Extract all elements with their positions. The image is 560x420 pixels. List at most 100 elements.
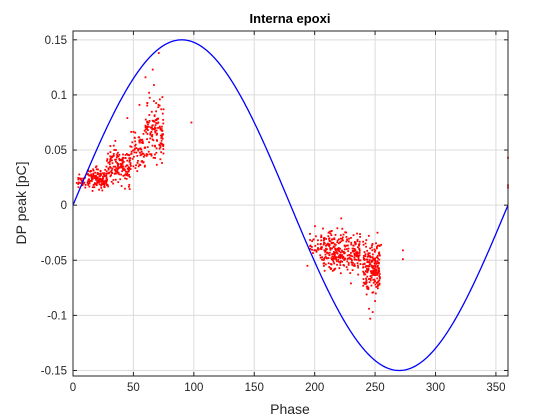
scatter-point bbox=[324, 256, 327, 258]
scatter-point bbox=[367, 286, 370, 289]
scatter-point bbox=[376, 277, 379, 280]
scatter-point bbox=[331, 253, 334, 256]
scatter-point bbox=[357, 258, 360, 261]
scatter-point bbox=[116, 170, 119, 173]
scatter-point bbox=[353, 241, 356, 244]
scatter-point bbox=[150, 153, 153, 156]
scatter-point bbox=[324, 263, 327, 266]
scatter-point bbox=[92, 169, 95, 172]
scatter-point bbox=[333, 269, 336, 271]
scatter-point bbox=[378, 267, 380, 270]
scatter-point bbox=[332, 256, 335, 258]
scatter-point bbox=[331, 255, 334, 258]
scatter-point bbox=[375, 262, 378, 265]
scatter-point bbox=[322, 227, 324, 230]
scatter-point bbox=[121, 170, 123, 173]
scatter-point bbox=[91, 177, 93, 180]
scatter-point bbox=[338, 267, 341, 270]
scatter-point bbox=[130, 150, 133, 153]
scatter-point bbox=[114, 170, 117, 173]
scatter-point bbox=[90, 175, 93, 178]
scatter-point bbox=[357, 257, 360, 260]
scatter-point bbox=[348, 237, 350, 240]
y-tick-label: -0.05 bbox=[41, 255, 67, 267]
scatter-point bbox=[315, 249, 318, 252]
scatter-point bbox=[377, 280, 380, 283]
scatter-point bbox=[365, 293, 368, 296]
scatter-point bbox=[77, 183, 80, 185]
scatter-point bbox=[326, 243, 328, 246]
scatter-point bbox=[378, 270, 381, 273]
scatter-point bbox=[135, 151, 138, 154]
scatter-point bbox=[114, 158, 116, 161]
scatter-point bbox=[355, 252, 357, 254]
scatter-point bbox=[345, 240, 348, 243]
scatter-point bbox=[148, 96, 151, 99]
scatter-point bbox=[365, 282, 367, 285]
scatter-point bbox=[140, 153, 143, 156]
scatter-point bbox=[146, 102, 149, 104]
scatter-point bbox=[161, 137, 164, 140]
scatter-point bbox=[124, 157, 127, 159]
scatter-point bbox=[129, 168, 132, 170]
scatter-point bbox=[365, 239, 368, 241]
scatter-point bbox=[327, 231, 330, 234]
scatter-point bbox=[317, 239, 319, 242]
scatter-point bbox=[320, 247, 322, 249]
scatter-point bbox=[114, 168, 117, 171]
scatter-point bbox=[364, 258, 366, 261]
scatter-point bbox=[155, 129, 158, 132]
scatter-point bbox=[83, 181, 86, 184]
scatter-point bbox=[366, 270, 369, 272]
scatter-point bbox=[105, 172, 108, 175]
scatter-point bbox=[328, 251, 331, 254]
scatter-point bbox=[154, 119, 157, 121]
scatter-point bbox=[328, 237, 330, 240]
scatter-point bbox=[116, 154, 119, 157]
scatter-point bbox=[376, 281, 379, 284]
scatter-point bbox=[321, 246, 323, 249]
scatter-point bbox=[88, 180, 91, 183]
scatter-point bbox=[120, 173, 122, 176]
scatter-point bbox=[341, 254, 343, 256]
scatter-point bbox=[157, 52, 160, 54]
scatter-point bbox=[132, 165, 135, 168]
scatter-point bbox=[374, 300, 376, 302]
scatter-point bbox=[365, 279, 368, 282]
scatter-point bbox=[145, 153, 148, 155]
scatter-point bbox=[333, 243, 336, 246]
scatter-point bbox=[330, 241, 333, 244]
scatter-point bbox=[333, 257, 336, 260]
scatter-point bbox=[93, 186, 96, 189]
scatter-point bbox=[144, 126, 147, 129]
scatter-point bbox=[325, 244, 327, 247]
scatter-point bbox=[139, 148, 142, 150]
scatter-point bbox=[375, 282, 378, 284]
scatter-point bbox=[351, 269, 354, 272]
scatter-point bbox=[116, 171, 119, 174]
scatter-point bbox=[379, 277, 381, 280]
scatter-point bbox=[374, 258, 376, 261]
scatter-point bbox=[93, 177, 96, 180]
scatter-point bbox=[355, 258, 358, 261]
scatter-point bbox=[328, 230, 331, 233]
scatter-point bbox=[323, 242, 326, 245]
scatter-point bbox=[372, 278, 375, 281]
scatter-point bbox=[338, 254, 341, 257]
scatter-point bbox=[333, 245, 336, 248]
scatter-point bbox=[78, 173, 81, 176]
scatter-point bbox=[342, 239, 344, 242]
scatter-point bbox=[356, 246, 359, 249]
scatter-point bbox=[339, 241, 342, 244]
scatter-point bbox=[378, 254, 381, 257]
scatter-point bbox=[107, 185, 110, 188]
scatter-point bbox=[320, 236, 323, 238]
scatter-point bbox=[355, 255, 358, 258]
scatter-point bbox=[343, 244, 346, 247]
scatter-point bbox=[132, 155, 135, 158]
scatter-point bbox=[331, 269, 334, 272]
scatter-point bbox=[102, 180, 105, 183]
scatter-point bbox=[347, 263, 350, 266]
scatter-point bbox=[124, 170, 127, 173]
scatter-point bbox=[309, 245, 311, 248]
